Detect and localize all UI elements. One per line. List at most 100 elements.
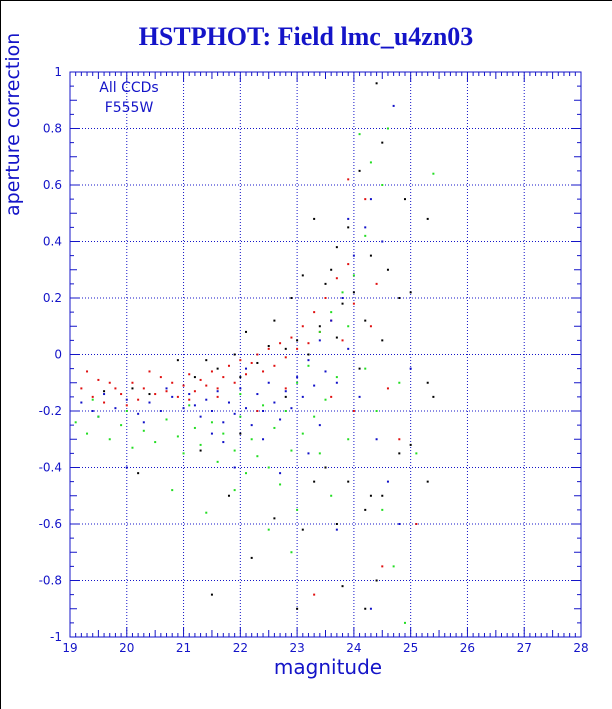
- data-point: [375, 579, 378, 582]
- x-tick-label: 28: [573, 641, 588, 655]
- x-tick-label: 21: [176, 641, 191, 655]
- data-point: [216, 390, 219, 393]
- data-point: [381, 339, 384, 342]
- annotation-box: All CCDs F555W: [93, 78, 165, 118]
- data-point: [347, 480, 350, 483]
- data-point: [369, 494, 372, 497]
- data-point: [307, 364, 310, 367]
- data-point: [381, 240, 384, 243]
- data-point: [301, 325, 304, 328]
- data-point: [432, 395, 435, 398]
- data-point: [364, 607, 367, 610]
- data-point: [205, 511, 208, 514]
- data-point: [369, 607, 372, 610]
- data-point: [171, 381, 174, 384]
- data-point: [114, 387, 117, 390]
- data-point: [97, 378, 100, 381]
- data-point: [341, 339, 344, 342]
- data-point: [381, 494, 384, 497]
- data-point: [409, 367, 412, 370]
- data-point: [154, 441, 157, 444]
- data-point: [403, 198, 406, 201]
- data-point: [205, 359, 208, 362]
- data-point: [159, 410, 162, 412]
- data-point: [364, 367, 367, 370]
- data-point: [250, 361, 253, 364]
- data-point: [392, 104, 395, 107]
- data-point: [131, 381, 134, 384]
- data-point: [330, 395, 333, 398]
- data-point: [398, 381, 401, 384]
- data-point: [227, 494, 230, 497]
- data-point: [120, 424, 123, 427]
- data-point: [267, 345, 270, 348]
- data-point: [250, 438, 253, 441]
- data-point: [188, 373, 191, 376]
- data-point: [324, 398, 327, 401]
- data-point: [210, 410, 213, 412]
- data-point: [335, 381, 338, 384]
- data-point: [318, 330, 321, 333]
- data-point: [154, 393, 157, 396]
- data-point: [125, 404, 128, 407]
- data-point: [210, 370, 213, 373]
- data-point: [222, 376, 225, 379]
- data-point: [216, 387, 219, 390]
- data-point: [330, 311, 333, 314]
- data-point: [347, 438, 350, 441]
- data-point: [245, 472, 248, 475]
- y-tick-label: -0.2: [39, 404, 62, 418]
- data-point: [80, 387, 83, 390]
- data-point: [142, 387, 145, 390]
- y-axis-label: aperture correction: [2, 32, 24, 216]
- data-point: [426, 480, 429, 483]
- y-tick-label: 1: [54, 65, 62, 79]
- data-point: [279, 418, 282, 421]
- data-point: [369, 254, 372, 257]
- data-point: [296, 508, 299, 511]
- data-point: [131, 446, 134, 449]
- data-point: [125, 410, 128, 412]
- data-point: [165, 390, 168, 393]
- annotation-line-ccds: All CCDs: [99, 80, 159, 96]
- data-point: [301, 432, 304, 435]
- data-point: [273, 426, 276, 429]
- data-point: [318, 325, 321, 328]
- data-point: [188, 398, 191, 401]
- data-point: [182, 407, 185, 410]
- data-point: [256, 353, 259, 356]
- data-point: [182, 452, 185, 455]
- data-point: [290, 336, 293, 339]
- x-tick-label: 27: [517, 641, 532, 655]
- data-points: [74, 82, 435, 624]
- chart-title: HSTPHOT: Field lmc_u4zn03: [138, 22, 474, 51]
- data-point: [335, 277, 338, 280]
- y-tick-label: 0.2: [43, 291, 62, 305]
- data-point: [296, 607, 299, 610]
- data-point: [341, 297, 344, 299]
- data-point: [364, 508, 367, 511]
- data-point: [279, 472, 282, 475]
- data-point: [415, 452, 418, 455]
- data-point: [233, 449, 236, 452]
- data-point: [290, 449, 293, 452]
- data-point: [227, 401, 230, 404]
- data-point: [335, 246, 338, 249]
- grid: [70, 72, 581, 637]
- data-point: [341, 302, 344, 305]
- data-point: [193, 390, 196, 393]
- data-point: [313, 415, 316, 418]
- x-tick-label: 25: [403, 641, 418, 655]
- data-point: [125, 398, 128, 401]
- data-point: [148, 393, 151, 396]
- data-point: [171, 395, 174, 398]
- data-point: [267, 381, 270, 384]
- data-point: [256, 410, 259, 412]
- data-point: [381, 508, 384, 511]
- data-point: [193, 376, 196, 379]
- data-point: [103, 401, 106, 404]
- data-point: [432, 172, 435, 175]
- x-tick-label: 26: [460, 641, 475, 655]
- data-point: [290, 407, 293, 410]
